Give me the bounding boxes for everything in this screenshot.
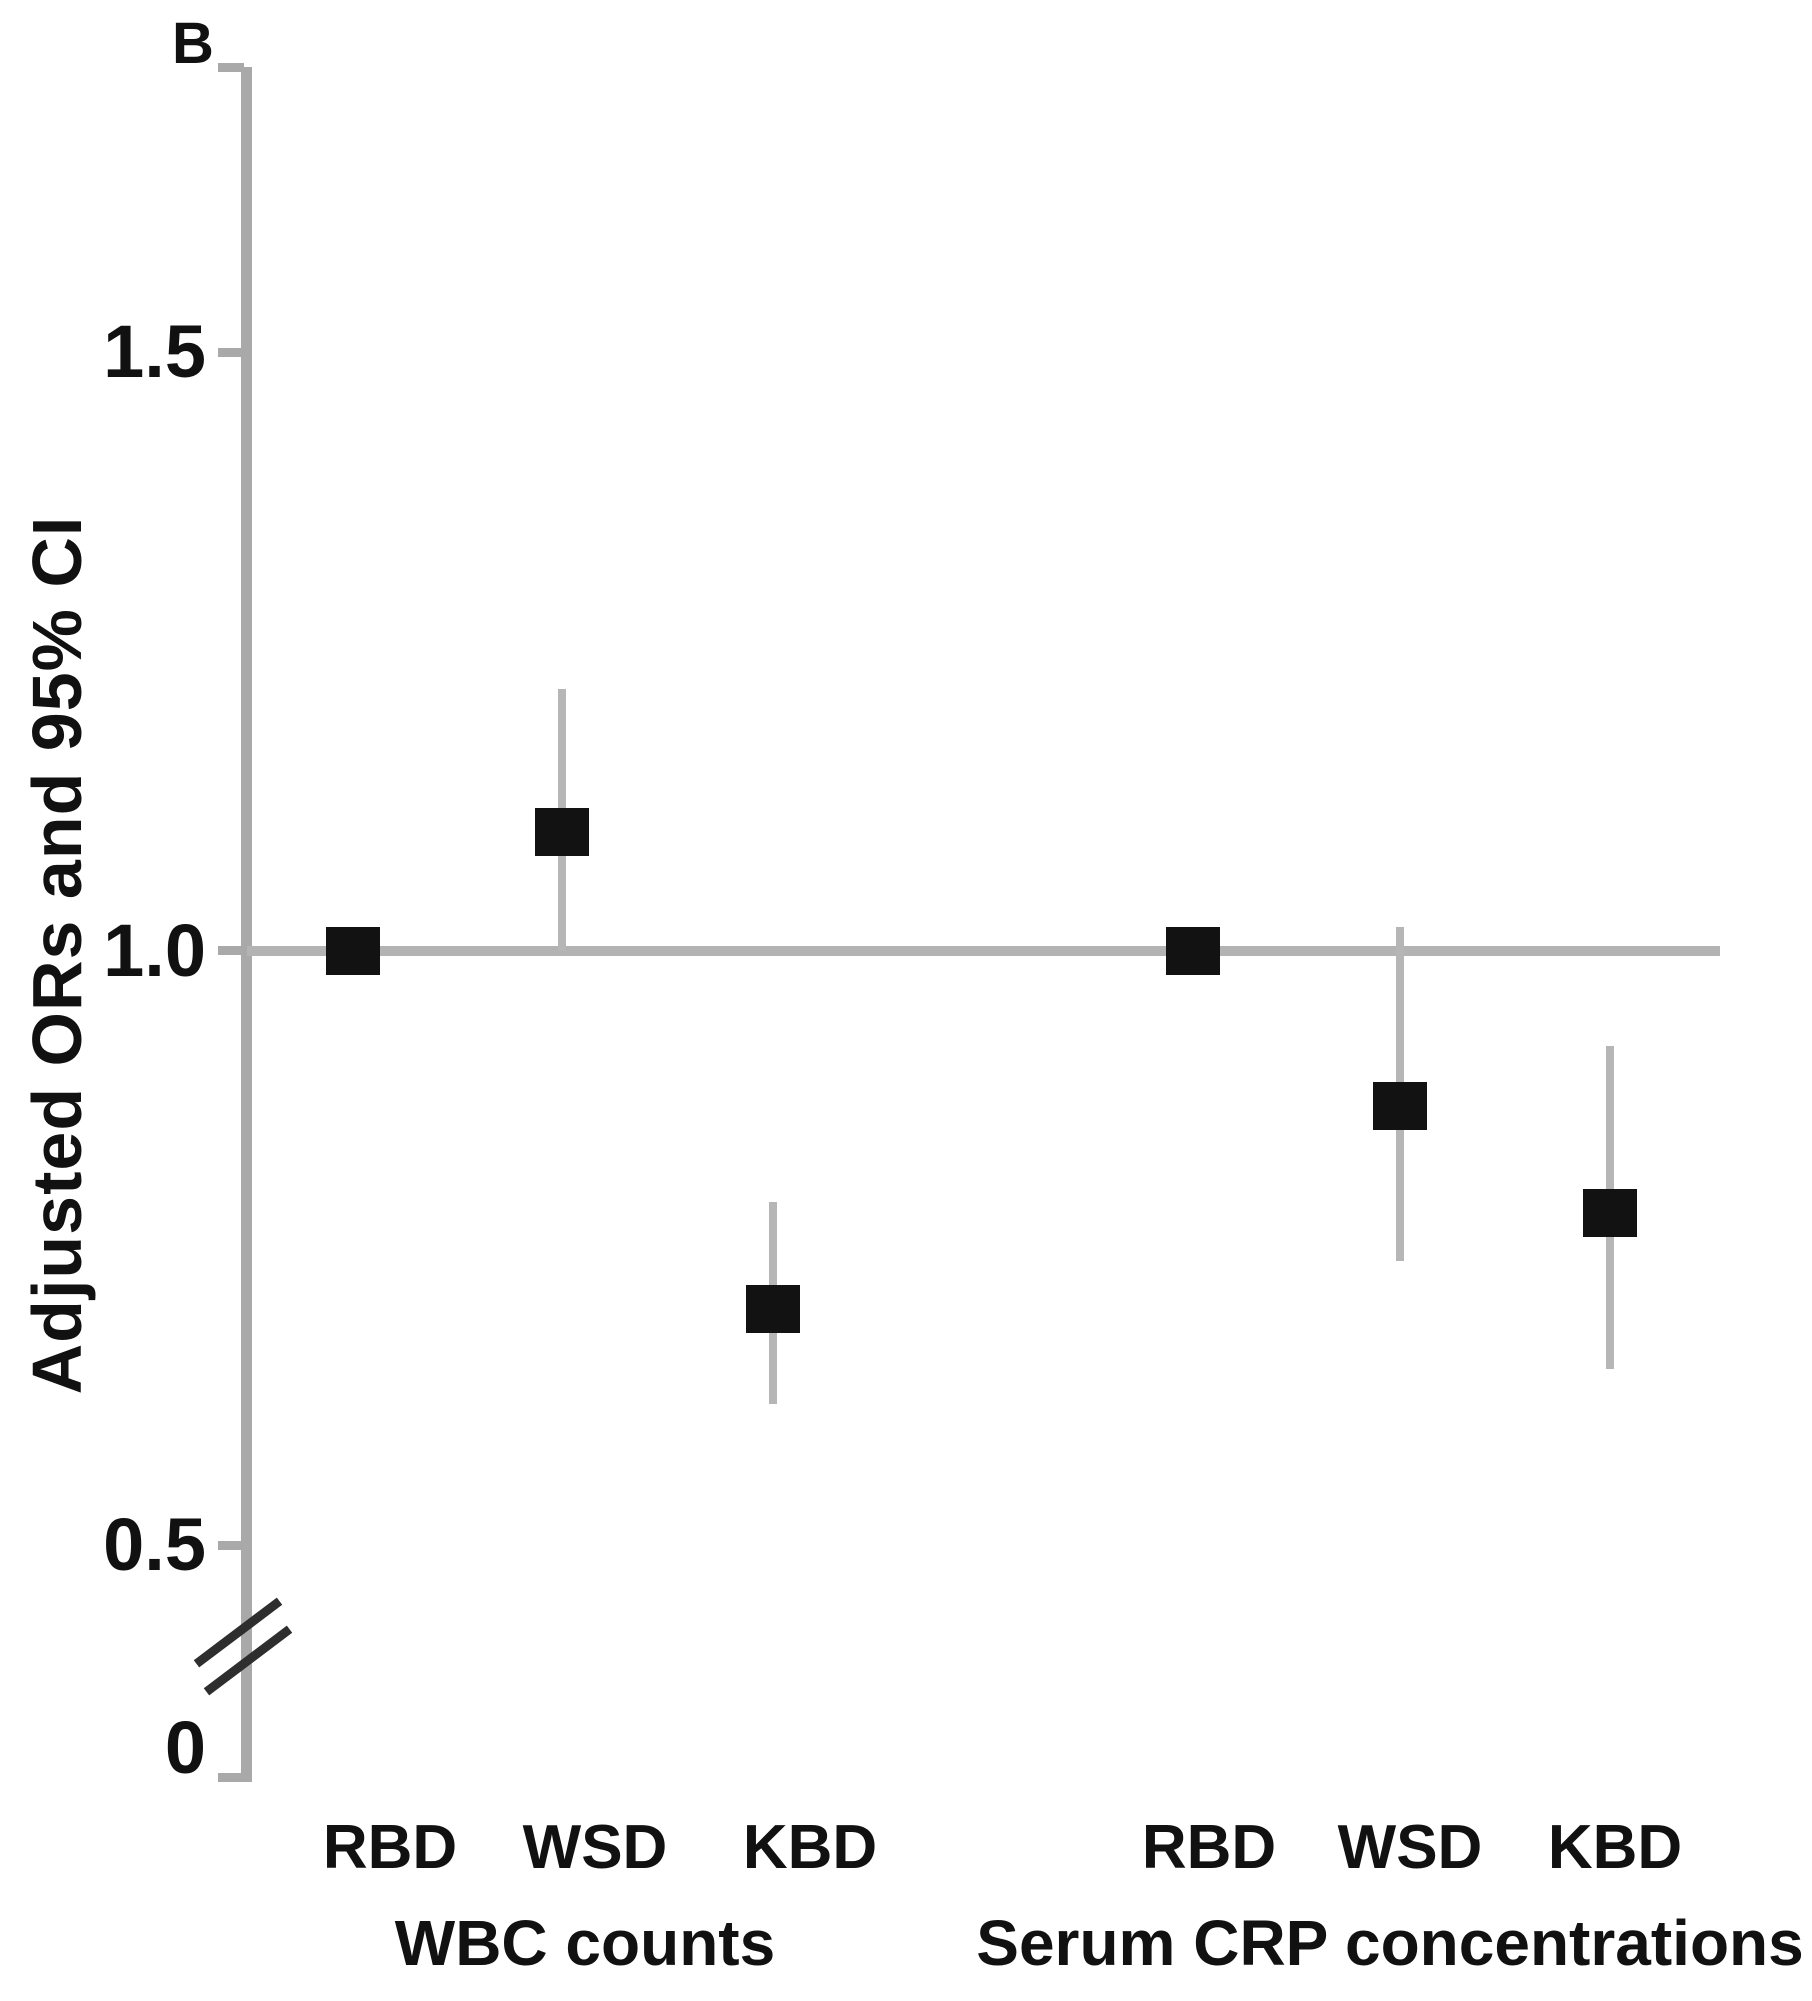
- data-point-marker: [1166, 927, 1220, 975]
- y-tick-label-1-0: 1.0: [103, 909, 206, 992]
- y-axis-tick-0-5: [218, 1541, 244, 1550]
- x-label-wbc-wsd: WSD: [522, 1813, 668, 1882]
- y-tick-label-1-5: 1.5: [103, 310, 206, 393]
- y-axis-tick-top: [218, 63, 244, 72]
- y-tick-label-0-5: 0.5: [103, 1503, 206, 1586]
- data-point-marker: [326, 927, 380, 975]
- x-label-crp-kbd: KBD: [1547, 1813, 1683, 1882]
- data-point-marker: [1373, 1082, 1427, 1131]
- x-label-wbc-rbd: RBD: [322, 1813, 458, 1882]
- y-tick-label-0: 0: [164, 1706, 206, 1789]
- group-title-crp: Serum CRP concentrations: [976, 1907, 1804, 1979]
- group-title-wbc: WBC counts: [394, 1907, 776, 1979]
- data-point-marker: [746, 1284, 800, 1333]
- y-axis-line: [241, 67, 252, 1782]
- axis-break-slash: [193, 1597, 283, 1668]
- panel-label: B: [172, 11, 214, 76]
- x-label-wbc-kbd: KBD: [742, 1813, 878, 1882]
- x-label-crp-wsd: WSD: [1337, 1813, 1483, 1882]
- data-point-marker: [535, 807, 589, 856]
- y-axis-tick-1-5: [218, 348, 244, 357]
- x-label-crp-rbd: RBD: [1141, 1813, 1277, 1882]
- y-axis-tick-1-0: [218, 946, 244, 955]
- reference-line-or-1: [247, 946, 1720, 956]
- y-axis-tick-0: [218, 1773, 244, 1782]
- data-point-marker: [1583, 1189, 1637, 1238]
